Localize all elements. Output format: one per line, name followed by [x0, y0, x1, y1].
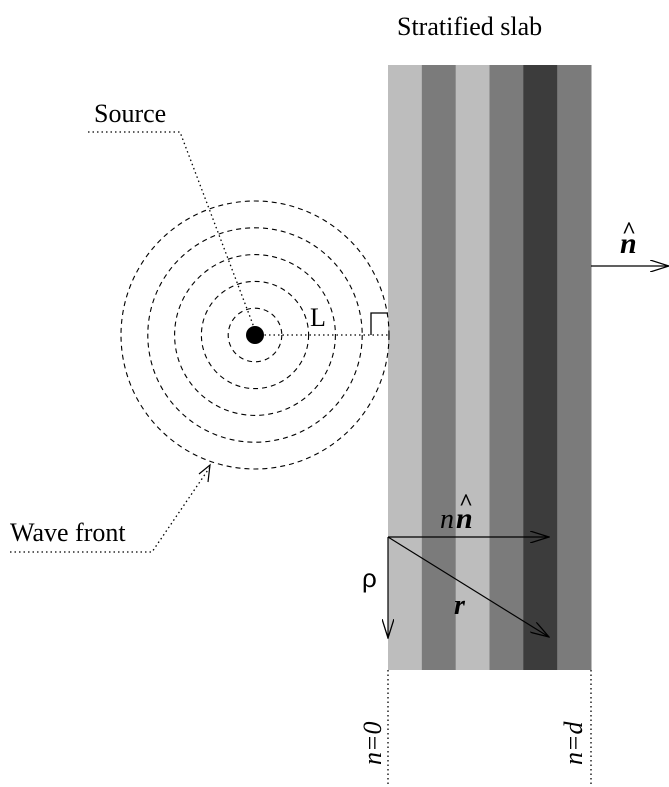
- wave-front-leader-arrowhead: [198, 463, 211, 483]
- wave-front-label: Wave front: [10, 518, 126, 547]
- distance-label: L: [310, 303, 326, 332]
- scaled-normal-coef: n: [440, 504, 454, 535]
- wave-front-circle: [227, 307, 283, 363]
- normal-vector-hat: ^: [622, 218, 636, 244]
- source-label: Source: [94, 99, 166, 128]
- source-point: [246, 326, 264, 344]
- position-vector-label: r: [454, 590, 466, 621]
- position-vector-arrow: [387, 536, 549, 637]
- slab: [388, 65, 592, 670]
- right-angle-marker: [370, 312, 388, 335]
- scaled-normal-hat: ^: [459, 490, 473, 516]
- wave-fronts: [120, 200, 390, 470]
- boundary-start-label: n=0: [358, 721, 387, 765]
- wave-front-circle: [174, 254, 336, 416]
- wave-front-circle: [200, 280, 310, 390]
- slab-layer: [557, 65, 592, 670]
- slab-layer: [489, 65, 524, 670]
- slab-layer: [421, 65, 457, 670]
- diagram-title: Stratified slab: [397, 12, 542, 41]
- slab-layer: [523, 65, 558, 670]
- slab-layer: [388, 65, 423, 670]
- scaled-normal-n: n: [456, 502, 473, 535]
- boundary-end-label: n=d: [559, 720, 588, 765]
- normal-vector-label: n: [620, 227, 637, 260]
- rho-label: ρ: [362, 563, 377, 593]
- slab-layer: [455, 65, 490, 670]
- wave-front-circle: [147, 227, 363, 443]
- wave-front-circle: [120, 200, 390, 470]
